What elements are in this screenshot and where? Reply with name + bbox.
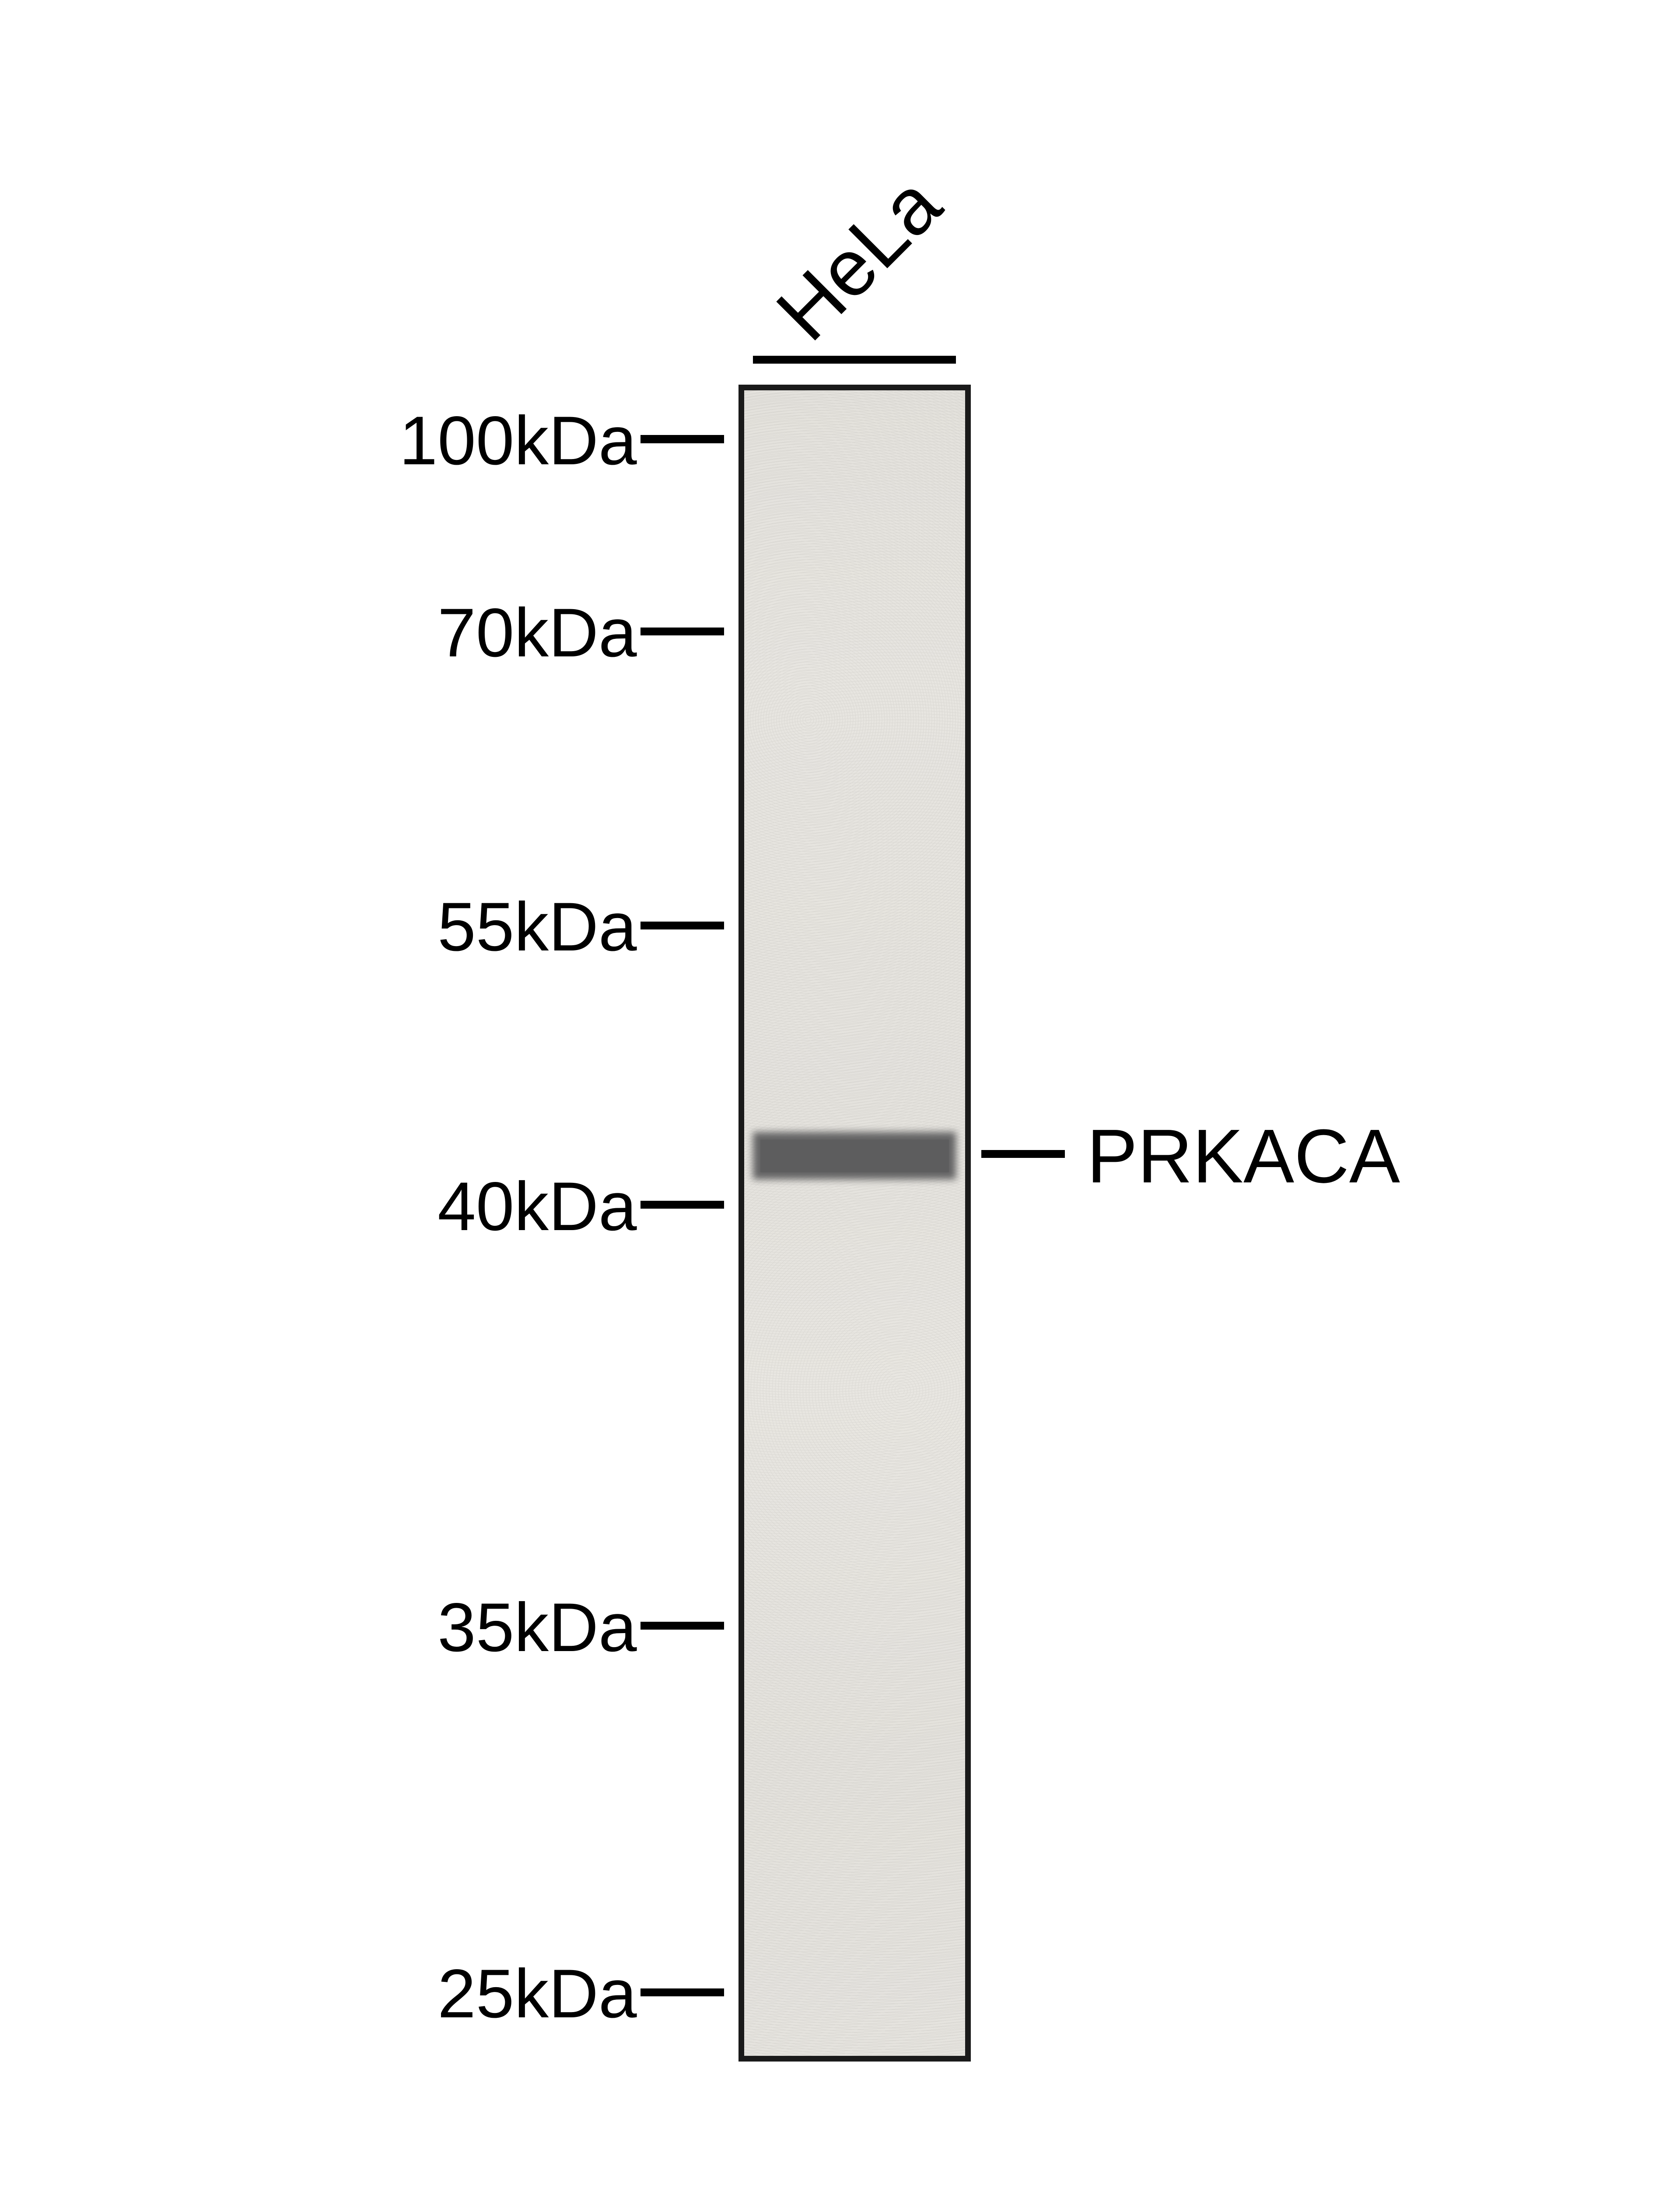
- mw-tick-70kDa: [640, 628, 724, 635]
- target-label-prkaca: PRKACA: [1087, 1112, 1400, 1200]
- mw-tick-100kDa: [640, 435, 724, 443]
- mw-tick-35kDa: [640, 1622, 724, 1630]
- mw-label-100kDa: 100kDa: [144, 401, 637, 480]
- lane-header-underline: [753, 356, 956, 364]
- mw-label-40kDa: 40kDa: [144, 1167, 637, 1246]
- mw-tick-55kDa: [640, 922, 724, 929]
- mw-label-35kDa: 35kDa: [144, 1588, 637, 1667]
- mw-tick-25kDa: [640, 1988, 724, 1996]
- target-tick-prkaca: [981, 1150, 1065, 1158]
- mw-label-25kDa: 25kDa: [144, 1954, 637, 2034]
- mw-tick-40kDa: [640, 1201, 724, 1209]
- blot-figure: PRKACA 100kDa 70kDa 55kDa 40kDa 35kDa 25kDa HeL…: [144, 0, 1537, 2188]
- mw-label-55kDa: 55kDa: [144, 887, 637, 967]
- lane-border: [738, 385, 971, 2061]
- mw-label-70kDa: 70kDa: [144, 593, 637, 673]
- lane-header-text: HeLa: [759, 158, 959, 358]
